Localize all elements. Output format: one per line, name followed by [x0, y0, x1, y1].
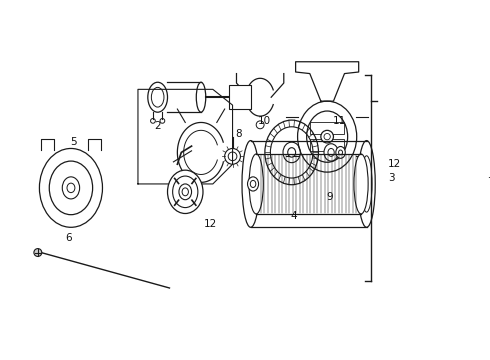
- Ellipse shape: [242, 141, 259, 227]
- Ellipse shape: [288, 148, 295, 157]
- Ellipse shape: [34, 249, 42, 256]
- Ellipse shape: [358, 141, 375, 227]
- Ellipse shape: [247, 177, 259, 191]
- Text: 7: 7: [487, 176, 490, 186]
- Ellipse shape: [324, 144, 338, 161]
- Ellipse shape: [336, 147, 345, 158]
- Text: 10: 10: [258, 116, 270, 126]
- Ellipse shape: [228, 152, 237, 161]
- Text: 5: 5: [70, 137, 76, 147]
- Text: 6: 6: [65, 233, 72, 243]
- Ellipse shape: [168, 170, 203, 213]
- Text: 12: 12: [388, 159, 401, 169]
- Text: 12: 12: [204, 219, 217, 229]
- Ellipse shape: [249, 154, 263, 214]
- Ellipse shape: [39, 148, 102, 227]
- Bar: [310, 139, 344, 151]
- Text: 9: 9: [326, 192, 333, 202]
- Text: 11: 11: [332, 116, 345, 126]
- Ellipse shape: [354, 154, 368, 214]
- Text: 8: 8: [235, 129, 242, 139]
- Bar: [229, 85, 251, 109]
- Ellipse shape: [297, 101, 357, 172]
- Text: 2: 2: [154, 121, 161, 131]
- Ellipse shape: [321, 130, 334, 143]
- Text: 4: 4: [290, 211, 296, 221]
- Bar: [310, 122, 344, 134]
- Ellipse shape: [179, 184, 192, 200]
- Ellipse shape: [62, 177, 79, 199]
- Text: 3: 3: [389, 173, 395, 183]
